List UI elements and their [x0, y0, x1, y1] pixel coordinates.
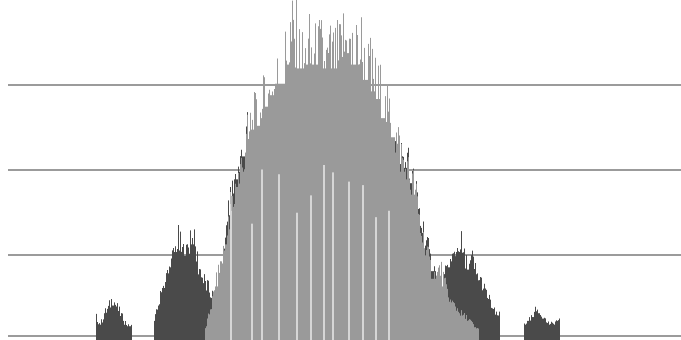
series-1	[205, 0, 479, 340]
series-layer	[96, 0, 560, 340]
series-gaps	[230, 165, 390, 340]
